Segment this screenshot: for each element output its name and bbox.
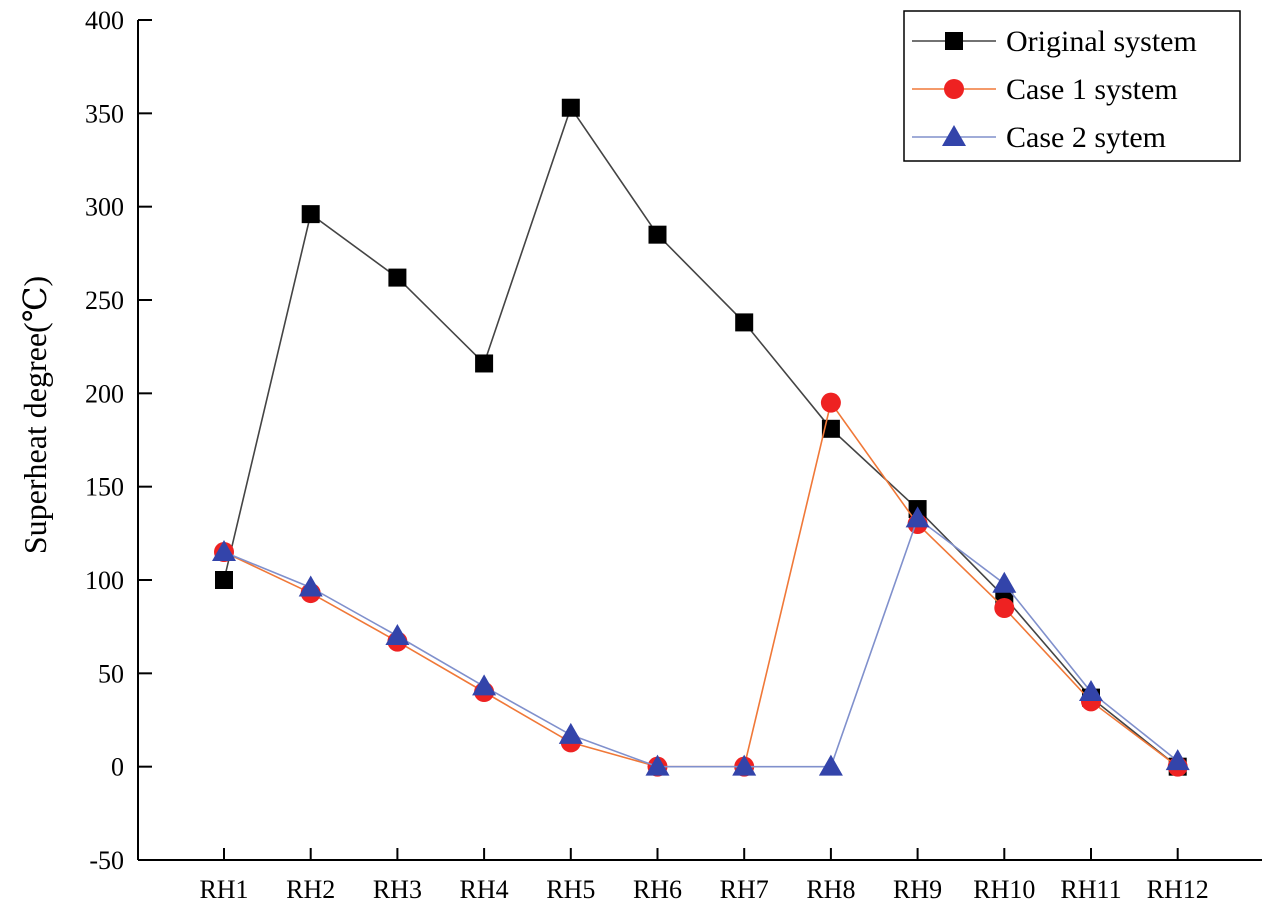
legend: Original system Case 1 system Case 2 sytem (903, 10, 1241, 162)
x-tick-label: RH3 (373, 875, 422, 903)
y-tick-label: 200 (85, 379, 124, 408)
x-tick-label: RH11 (1060, 875, 1121, 903)
data-point (212, 540, 236, 561)
series-line (223, 517, 1179, 768)
x-tick-label: RH2 (286, 875, 335, 903)
data-point (735, 313, 754, 332)
y-tick-label: 150 (85, 473, 124, 502)
legend-label: Case 1 system (1006, 73, 1178, 106)
y-tick-label: 400 (85, 6, 124, 35)
x-tick-label: RH7 (720, 875, 769, 903)
legend-marker (944, 79, 964, 99)
y-tick-label: 350 (85, 99, 124, 128)
data-point (648, 225, 667, 244)
y-tick-label: 100 (85, 566, 124, 595)
x-tick-label: RH4 (460, 875, 509, 903)
data-point (301, 205, 320, 224)
y-tick-label: 50 (98, 659, 124, 688)
legend-item: Case 1 system (912, 73, 1178, 106)
data-point (558, 722, 583, 744)
x-tick-label: RH10 (973, 875, 1035, 903)
x-tick-label: RH5 (546, 875, 595, 903)
data-point (388, 268, 407, 287)
data-point (994, 598, 1015, 618)
data-point (905, 506, 930, 528)
series-line (223, 105, 1179, 768)
y-tick-label: -50 (89, 846, 124, 875)
y-tick-label: 250 (85, 286, 124, 315)
data-point (472, 674, 497, 696)
x-tick-label: RH9 (893, 875, 942, 903)
legend-item: Case 2 sytem (912, 121, 1166, 154)
legend-marker (945, 32, 963, 50)
series-1 (215, 98, 1187, 776)
y-tick-label: 0 (111, 753, 124, 782)
series-layer (212, 98, 1190, 777)
data-point (1165, 749, 1190, 771)
data-point (1079, 680, 1103, 701)
data-point (732, 754, 757, 776)
x-tick-label: RH8 (806, 875, 855, 903)
data-point (298, 575, 323, 597)
data-point (992, 571, 1017, 593)
legend-item: Original system (912, 25, 1197, 58)
legend-marker (942, 125, 966, 146)
axes: -50 0 50 100 150 200 250 300 350 400 RH1 RH2 RH3 RH4 R… (17, 6, 1262, 904)
y-tick-label: 300 (85, 193, 124, 222)
data-point (215, 571, 233, 589)
x-tick-label: RH12 (1147, 875, 1209, 903)
y-axis-title: Superheat degree(℃) (17, 276, 53, 554)
data-point (820, 392, 841, 413)
series-3 (212, 506, 1190, 776)
series-2 (214, 392, 1188, 777)
legend-label: Original system (1006, 25, 1197, 58)
data-point (645, 754, 670, 776)
legend-label: Case 2 sytem (1006, 121, 1166, 154)
x-tick-label: RH6 (633, 875, 682, 903)
x-tick-label: RH1 (199, 875, 248, 903)
data-point (385, 624, 410, 645)
series-line (223, 400, 1179, 768)
data-point (818, 754, 843, 776)
data-point (561, 98, 580, 117)
data-point (475, 354, 494, 373)
